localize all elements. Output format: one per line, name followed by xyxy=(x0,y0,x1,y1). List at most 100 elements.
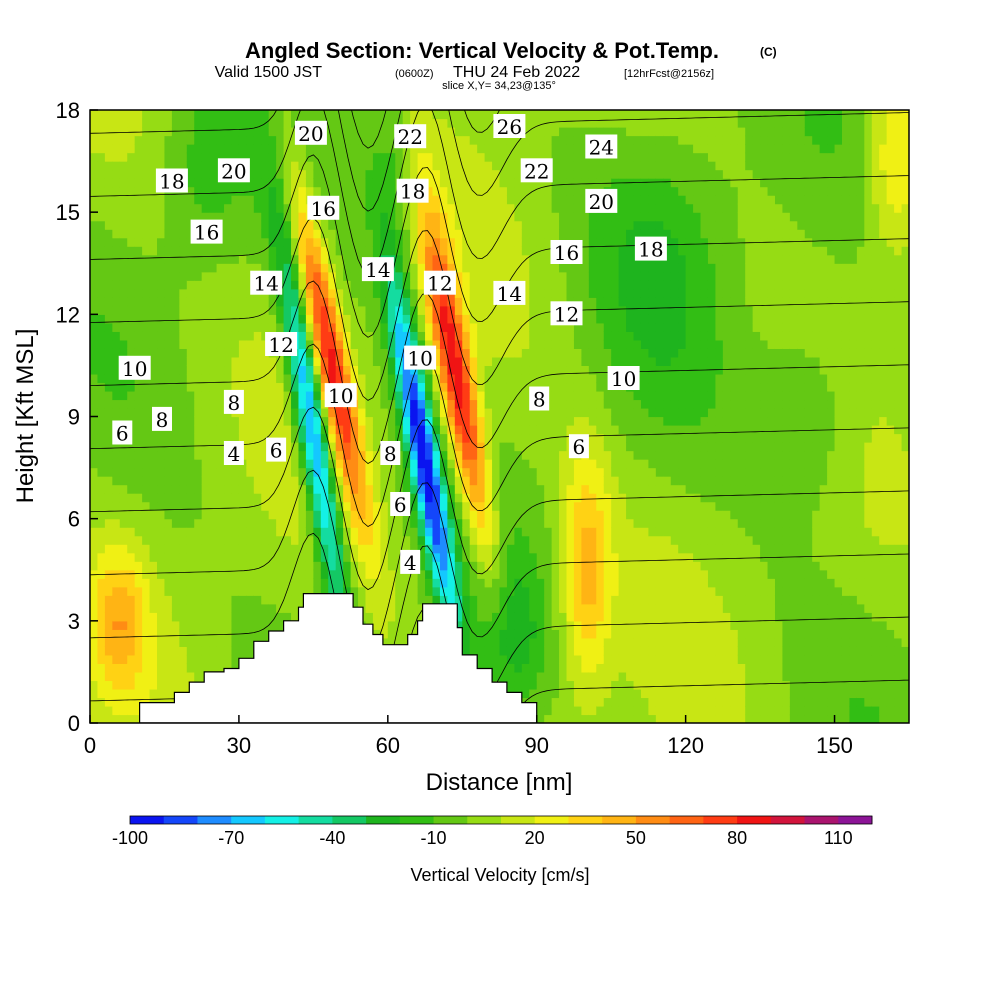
velocity-cell xyxy=(521,527,530,537)
velocity-cell xyxy=(454,561,463,571)
velocity-cell xyxy=(350,203,359,213)
velocity-cell xyxy=(127,629,136,639)
velocity-cell xyxy=(283,237,292,247)
velocity-cell xyxy=(157,578,166,588)
velocity-cell xyxy=(402,169,411,179)
velocity-cell xyxy=(194,263,203,273)
velocity-cell xyxy=(454,407,463,418)
velocity-cell xyxy=(521,118,530,128)
velocity-cell xyxy=(261,382,270,392)
velocity-cell xyxy=(350,178,359,188)
velocity-cell xyxy=(573,373,582,384)
velocity-cell xyxy=(477,152,486,162)
velocity-cell xyxy=(305,356,314,367)
velocity-cell xyxy=(365,331,374,341)
velocity-cell xyxy=(179,348,188,358)
velocity-cell xyxy=(216,390,225,401)
velocity-cell xyxy=(566,390,575,401)
velocity-cell xyxy=(551,127,560,137)
velocity-cell xyxy=(142,246,151,256)
velocity-cell xyxy=(477,356,486,367)
velocity-cell xyxy=(149,373,158,384)
velocity-cell xyxy=(97,246,106,256)
velocity-cell xyxy=(320,322,329,332)
velocity-cell xyxy=(313,578,322,588)
velocity-cell xyxy=(439,425,448,435)
velocity-cell xyxy=(588,603,597,613)
velocity-cell xyxy=(201,484,210,494)
velocity-cell xyxy=(343,535,352,545)
velocity-cell xyxy=(328,220,337,230)
velocity-cell xyxy=(596,671,605,682)
velocity-cell xyxy=(112,680,121,690)
velocity-cell xyxy=(573,425,582,435)
velocity-cell xyxy=(462,169,471,179)
velocity-cell xyxy=(544,416,553,426)
velocity-cell xyxy=(484,433,493,443)
velocity-cell xyxy=(164,586,173,596)
velocity-cell xyxy=(454,442,463,452)
velocity-cell xyxy=(447,212,456,222)
velocity-cell xyxy=(194,527,203,537)
velocity-cell xyxy=(484,373,493,384)
velocity-cell xyxy=(246,237,255,247)
velocity-cell xyxy=(231,433,240,443)
velocity-cell xyxy=(536,144,545,154)
velocity-cell xyxy=(119,407,128,418)
velocity-cell xyxy=(343,348,352,358)
velocity-cell xyxy=(328,467,337,477)
velocity-cell xyxy=(588,544,597,554)
velocity-cell xyxy=(224,339,233,349)
velocity-cell xyxy=(186,186,195,196)
velocity-cell xyxy=(209,314,218,324)
velocity-cell xyxy=(253,569,262,579)
velocity-cell xyxy=(112,612,121,622)
velocity-cell xyxy=(142,595,151,605)
chart-title: Angled Section: Vertical Velocity & Pot.… xyxy=(245,38,719,63)
velocity-cell xyxy=(142,450,151,460)
velocity-cell xyxy=(521,450,530,460)
velocity-cell xyxy=(343,271,352,281)
velocity-cell xyxy=(573,365,582,375)
velocity-cell xyxy=(439,365,448,375)
velocity-cell xyxy=(506,612,515,622)
velocity-cell xyxy=(335,263,344,273)
velocity-cell xyxy=(536,450,545,460)
velocity-cell xyxy=(90,110,99,120)
velocity-cell xyxy=(164,212,173,222)
velocity-cell xyxy=(119,246,128,256)
velocity-cell xyxy=(484,390,493,401)
velocity-cell xyxy=(432,578,441,588)
velocity-cell xyxy=(112,399,121,409)
velocity-cell xyxy=(573,629,582,639)
velocity-cell xyxy=(179,339,188,349)
velocity-cell xyxy=(268,373,277,384)
velocity-cell xyxy=(305,152,314,162)
velocity-cell xyxy=(238,476,247,486)
velocity-cell xyxy=(551,527,560,537)
velocity-cell xyxy=(447,450,456,460)
velocity-cell xyxy=(425,586,434,596)
velocity-cell xyxy=(402,373,411,384)
velocity-cell xyxy=(97,407,106,418)
velocity-cell xyxy=(104,416,113,426)
velocity-cell xyxy=(142,493,151,503)
velocity-cell xyxy=(372,195,381,205)
velocity-cell xyxy=(588,220,597,230)
velocity-cell xyxy=(387,535,396,545)
velocity-cell xyxy=(127,144,136,154)
velocity-cell xyxy=(410,450,419,460)
velocity-cell xyxy=(417,425,426,435)
velocity-cell xyxy=(97,195,106,205)
velocity-cell xyxy=(112,459,121,469)
velocity-cell xyxy=(469,637,478,647)
velocity-cell xyxy=(469,373,478,384)
velocity-cell xyxy=(514,169,523,179)
velocity-cell xyxy=(134,110,143,120)
velocity-cell xyxy=(276,416,285,426)
velocity-cell xyxy=(224,484,233,494)
velocity-cell xyxy=(559,544,568,554)
velocity-cell xyxy=(573,169,582,179)
velocity-cell xyxy=(588,586,597,596)
velocity-cell xyxy=(484,127,493,137)
